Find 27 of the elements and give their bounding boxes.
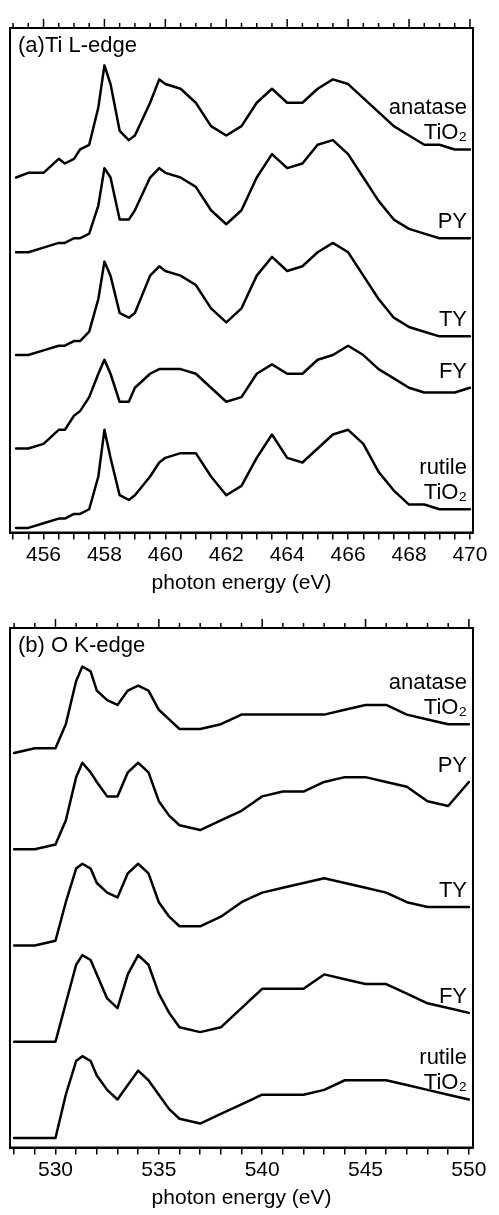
x-tick-label: 550 <box>451 1157 487 1180</box>
chart-title: (a)Ti L-edge <box>18 32 138 57</box>
x-tick-label: 464 <box>269 542 306 565</box>
series-label: FY <box>438 982 468 1008</box>
x-tick-label: 470 <box>452 542 488 565</box>
x-tick-label: 462 <box>208 542 244 565</box>
series-label: PY <box>437 208 468 234</box>
x-tick-label: 545 <box>347 1157 384 1180</box>
x-tick-label: 460 <box>147 542 183 565</box>
x-tick-label: 456 <box>25 542 62 565</box>
x-tick-label: 458 <box>86 542 122 565</box>
x-axis-title: photon energy (eV) <box>151 570 332 594</box>
x-tick-label: 468 <box>391 542 427 565</box>
series-label: rutile TiO₂ <box>419 454 467 505</box>
series-label: FY <box>438 357 468 383</box>
series-label: TY <box>438 877 468 903</box>
series-label: anatase TiO₂ <box>388 94 467 145</box>
x-tick-label: 535 <box>141 1157 177 1180</box>
series-label: TY <box>438 306 468 332</box>
chart-title: (b) O K-edge <box>18 632 146 657</box>
x-tick-label: 530 <box>37 1157 73 1180</box>
x-tick-label: 466 <box>330 542 366 565</box>
series-label: anatase TiO₂ <box>388 669 467 720</box>
x-tick-label: 540 <box>244 1157 280 1180</box>
series-label: rutile TiO₂ <box>419 1044 467 1095</box>
series-label: PY <box>437 751 468 777</box>
x-axis-title: photon energy (eV) <box>151 1185 332 1209</box>
